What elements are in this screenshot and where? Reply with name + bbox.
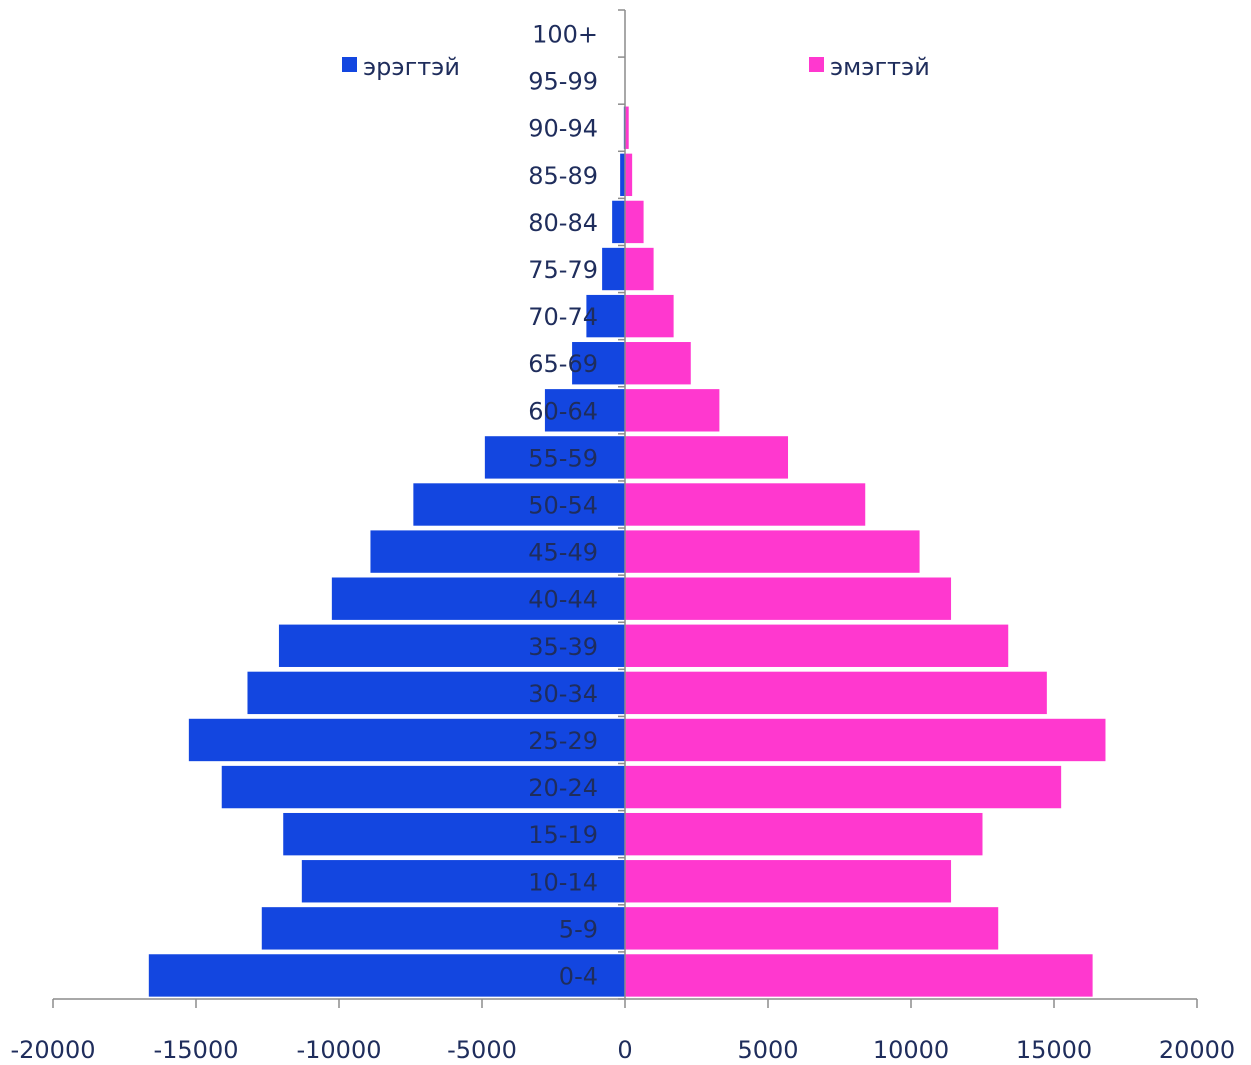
x-tick-label: -20000 xyxy=(10,1036,95,1064)
bar-male-80-84 xyxy=(612,200,625,244)
category-label: 40-44 xyxy=(528,586,598,614)
bar-male-70-74 xyxy=(586,294,625,338)
legend-label-male: эрэгтэй xyxy=(363,53,460,81)
category-label: 90-94 xyxy=(528,115,598,143)
category-label: 95-99 xyxy=(528,68,598,96)
bar-female-20-24 xyxy=(625,765,1062,809)
category-label: 10-14 xyxy=(528,868,598,896)
bar-female-0-4 xyxy=(625,954,1093,997)
bar-female-90-94 xyxy=(625,106,629,149)
category-label: 80-84 xyxy=(528,209,598,237)
x-tick-label: 20000 xyxy=(1159,1036,1235,1064)
bar-male-30-34 xyxy=(247,671,626,715)
bar-female-25-29 xyxy=(625,718,1106,762)
bar-male-20-24 xyxy=(221,765,626,809)
bar-male-75-79 xyxy=(602,247,625,291)
category-label: 0-4 xyxy=(559,962,598,990)
category-label: 100+ xyxy=(532,21,598,49)
bar-male-65-69 xyxy=(572,342,625,385)
x-tick-label: -10000 xyxy=(296,1036,381,1064)
category-label: 45-49 xyxy=(528,539,598,567)
legend-label-female: эмэгтэй xyxy=(830,53,930,81)
bar-male-40-44 xyxy=(331,577,625,620)
category-label: 30-34 xyxy=(528,680,598,708)
bar-male-85-89 xyxy=(620,153,625,197)
bar-male-60-64 xyxy=(544,389,625,432)
category-label: 75-79 xyxy=(528,256,598,284)
category-label: 15-19 xyxy=(528,821,598,849)
bar-female-70-74 xyxy=(625,294,674,338)
bar-male-35-39 xyxy=(278,624,625,667)
bar-male-0-4 xyxy=(148,954,625,997)
bar-female-40-44 xyxy=(625,577,952,620)
category-label: 25-29 xyxy=(528,727,598,755)
category-label: 55-59 xyxy=(528,444,598,472)
x-tick-label: 10000 xyxy=(873,1036,949,1064)
legend: эрэгтэй эмэгтэй xyxy=(342,53,930,81)
bar-female-80-84 xyxy=(625,200,644,244)
bar-male-5-9 xyxy=(261,907,625,950)
bar-female-15-19 xyxy=(625,812,983,856)
category-label: 70-74 xyxy=(528,303,598,331)
bar-female-45-49 xyxy=(625,530,920,573)
category-label: 65-69 xyxy=(528,350,598,378)
bar-female-35-39 xyxy=(625,624,1009,667)
bar-female-60-64 xyxy=(625,389,720,432)
x-tick-label: -5000 xyxy=(447,1036,517,1064)
bar-female-10-14 xyxy=(625,860,952,903)
legend-swatch-female xyxy=(809,57,824,72)
bar-male-10-14 xyxy=(301,860,625,903)
bar-female-5-9 xyxy=(625,907,999,950)
category-label: 5-9 xyxy=(559,915,598,943)
x-tick-label: 15000 xyxy=(1016,1036,1092,1064)
category-label: 60-64 xyxy=(528,397,598,425)
category-labels-layer: 0-4 5-9 10-14 15-19 20-24 25-29 30-34 35-39 40-4… xyxy=(528,21,598,991)
bar-female-55-59 xyxy=(625,436,789,479)
bar-male-50-54 xyxy=(413,483,625,526)
x-ticks-layer: -20000 -15000 -10000 -5000 0 5000 10000 15000 20… xyxy=(10,9,1235,1064)
category-label: 35-39 xyxy=(528,633,598,661)
bar-female-65-69 xyxy=(625,342,691,385)
x-tick-label: -15000 xyxy=(153,1036,238,1064)
bars-layer xyxy=(148,59,1106,997)
bar-male-55-59 xyxy=(484,436,625,479)
legend-swatch-male xyxy=(342,57,357,72)
bar-female-85-89 xyxy=(625,153,633,197)
bar-male-25-29 xyxy=(188,718,625,762)
bar-female-30-34 xyxy=(625,671,1047,715)
x-tick-label: 0 xyxy=(617,1036,632,1064)
bar-female-75-79 xyxy=(625,247,654,291)
category-label: 50-54 xyxy=(528,492,598,520)
bar-male-45-49 xyxy=(370,530,625,573)
category-label: 85-89 xyxy=(528,162,598,190)
x-tick-label: 5000 xyxy=(737,1036,798,1064)
bar-male-15-19 xyxy=(283,812,625,856)
bar-female-50-54 xyxy=(625,483,866,526)
category-label: 20-24 xyxy=(528,774,598,802)
axes-layer xyxy=(53,10,1197,1000)
